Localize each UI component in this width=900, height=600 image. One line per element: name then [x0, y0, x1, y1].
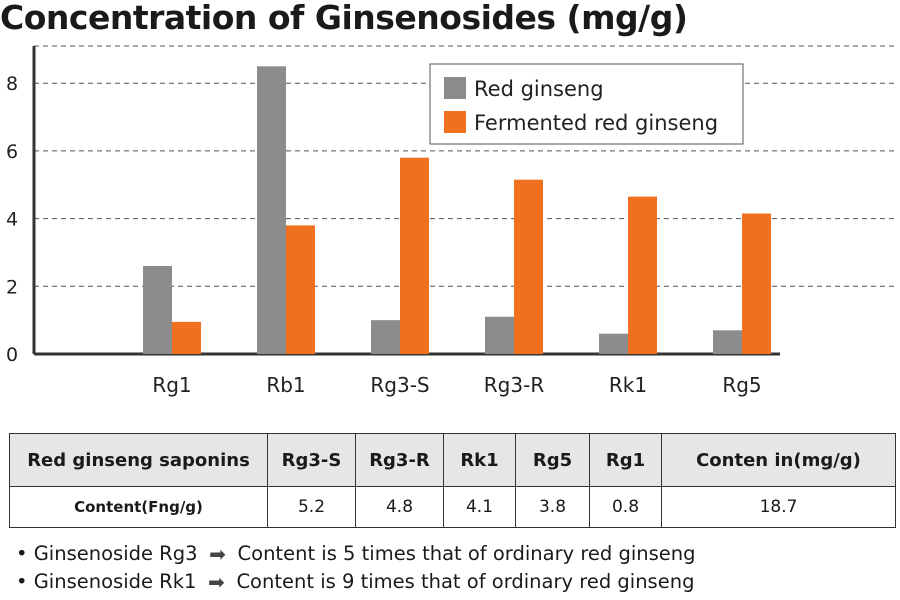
bar-chart: 0 2 4 6 8 Rg1 Rb1 Rg3-S Rg3-R Rk1 Rg5 Red ginseng Fe… [6, 45, 895, 397]
chart-title: Concentration of Ginsenosides (mg/g) [0, 0, 688, 37]
arrow-right-icon: ➡ [209, 542, 226, 566]
bar-fermented-red-ginseng [286, 225, 315, 354]
x-tick-label: Rb1 [266, 373, 305, 397]
table-row-label: Content(Fng/g) [9, 486, 268, 528]
y-tick-label: 6 [6, 141, 18, 163]
note-label: • Ginsenoside Rk1 [16, 570, 197, 593]
bar-fermented-red-ginseng [742, 213, 771, 354]
table-cell: 5.2 [267, 486, 356, 528]
table-header-cell: Conten in(mg/g) [661, 433, 896, 487]
bar-red-ginseng [143, 266, 172, 354]
table-header-cell: Rg5 [515, 433, 590, 487]
y-tick-label: 2 [6, 276, 18, 298]
y-tick-label: 0 [6, 344, 18, 366]
bar-fermented-red-ginseng [172, 321, 201, 354]
table-row: Content(Fng/g) 5.2 4.8 4.1 3.8 0.8 18.7 [9, 486, 896, 528]
table-cell: 3.8 [515, 486, 590, 528]
table-header-cell: Rg3-R [355, 433, 444, 487]
table-cell: 4.8 [355, 486, 444, 528]
legend-swatch [444, 111, 466, 133]
x-tick-label: Rg1 [152, 373, 191, 397]
bar-red-ginseng [713, 330, 742, 354]
saponin-table: Red ginseng saponins Rg3-S Rg3-R Rk1 Rg5… [9, 433, 896, 528]
x-tick-label: Rk1 [609, 373, 647, 397]
table-header-cell: Red ginseng saponins [9, 433, 268, 487]
table-cell: 4.1 [443, 486, 516, 528]
bar-red-ginseng [257, 66, 286, 355]
note-item: • Ginsenoside Rk1 ➡ Content is 9 times t… [16, 568, 696, 596]
note-text: Content is 5 times that of ordinary red … [237, 542, 696, 565]
bar-fermented-red-ginseng [628, 196, 657, 354]
table-cell: 18.7 [661, 486, 896, 528]
bar-red-ginseng [599, 333, 628, 354]
bar-fermented-red-ginseng [400, 157, 429, 354]
table-header-cell: Rk1 [443, 433, 516, 487]
table-header-cell: Rg3-S [267, 433, 356, 487]
note-text: Content is 9 times that of ordinary red … [236, 570, 695, 593]
x-tick-label: Rg3-S [370, 373, 429, 397]
legend-label: Red ginseng [474, 77, 604, 101]
note-item: • Ginsenoside Rg3 ➡ Content is 5 times t… [16, 540, 696, 568]
x-tick-label: Rg3-R [484, 373, 545, 397]
bar-red-ginseng [371, 320, 400, 354]
bar-red-ginseng [485, 316, 514, 354]
legend-label: Fermented red ginseng [474, 111, 718, 135]
arrow-right-icon: ➡ [208, 570, 225, 594]
y-tick-label: 4 [6, 209, 18, 231]
legend-swatch [444, 77, 466, 99]
note-label: • Ginsenoside Rg3 [16, 542, 198, 565]
y-tick-label: 8 [6, 73, 18, 95]
legend-box [429, 63, 744, 145]
bar-fermented-red-ginseng [514, 179, 543, 354]
x-tick-label: Rg5 [722, 373, 761, 397]
notes: • Ginsenoside Rg3 ➡ Content is 5 times t… [16, 540, 696, 596]
table-header-row: Red ginseng saponins Rg3-S Rg3-R Rk1 Rg5… [9, 433, 896, 487]
table-cell: 0.8 [589, 486, 662, 528]
table-header-cell: Rg1 [589, 433, 662, 487]
